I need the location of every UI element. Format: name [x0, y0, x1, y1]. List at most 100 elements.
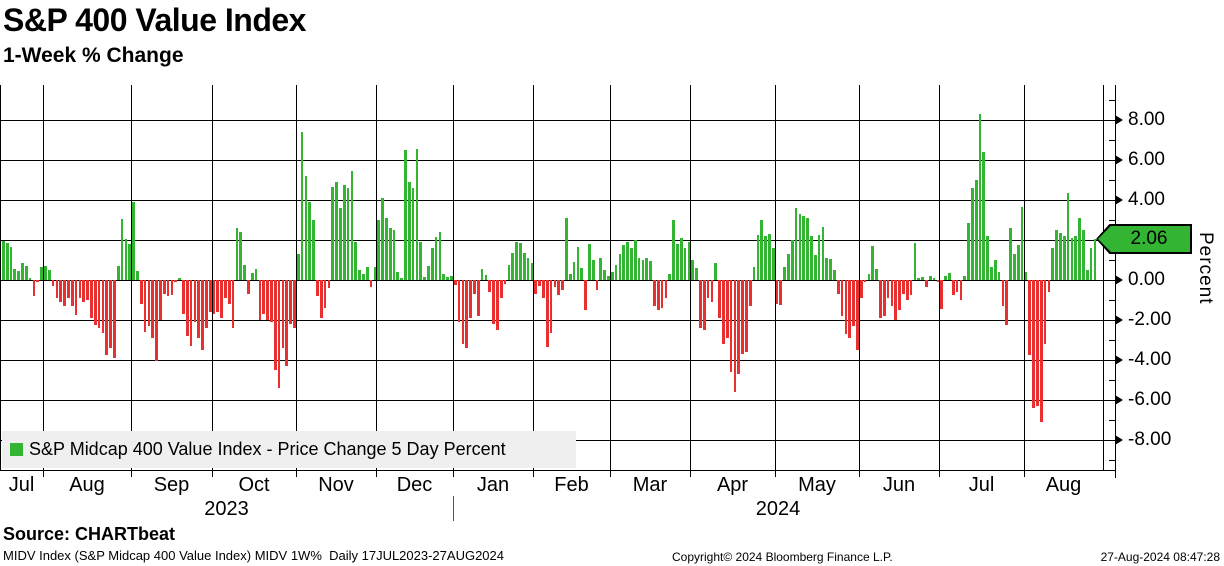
bar	[668, 274, 672, 280]
bar	[963, 276, 967, 280]
bar	[377, 220, 381, 280]
bar	[779, 280, 783, 305]
bar	[813, 255, 817, 280]
bar	[810, 236, 813, 280]
bar	[277, 280, 281, 388]
month-gridline	[859, 85, 860, 470]
y-tick-label: 0.00	[1128, 269, 1165, 290]
bar	[875, 269, 878, 280]
bar	[507, 265, 511, 280]
bar	[170, 280, 174, 295]
bar	[358, 270, 361, 280]
bar	[549, 280, 553, 333]
y-minor-tick	[1109, 260, 1116, 261]
legend[interactable]: S&P Midcap 400 Value Index - Price Chang…	[2, 431, 576, 468]
bar	[220, 280, 223, 318]
y-tick-label: 8.00	[1128, 109, 1165, 130]
bar	[350, 171, 354, 280]
bar	[829, 259, 832, 280]
bar	[545, 280, 549, 347]
bar	[1024, 272, 1028, 280]
y-minor-tick	[1109, 180, 1116, 181]
bar	[672, 220, 675, 280]
x-axis-tick	[690, 471, 691, 477]
bar	[542, 280, 545, 298]
bar	[254, 269, 258, 280]
bar	[825, 258, 829, 280]
bar	[385, 218, 388, 280]
bar	[538, 280, 541, 286]
chart-plot-area[interactable]	[0, 85, 1116, 470]
bar	[821, 227, 825, 280]
x-axis-tick	[43, 471, 44, 477]
bar	[679, 238, 683, 280]
x-axis-year-label: 2024	[755, 498, 801, 520]
bar	[392, 230, 396, 280]
x-axis-month-label: Apr	[716, 474, 749, 496]
bar	[898, 280, 901, 310]
bar	[756, 235, 760, 280]
month-gridline	[131, 85, 132, 470]
bar	[434, 237, 438, 280]
bar	[400, 278, 403, 280]
last-value-badge-text: 2.06	[1130, 228, 1168, 249]
bar	[139, 280, 143, 304]
month-gridline	[939, 85, 940, 470]
y-major-tick	[1103, 440, 1115, 441]
x-axis-month-label: Nov	[318, 474, 354, 496]
bar	[373, 267, 377, 280]
bar	[645, 258, 649, 280]
month-gridline	[533, 85, 534, 470]
x-axis-line	[0, 470, 1116, 471]
bar	[687, 242, 691, 280]
bar	[293, 280, 296, 328]
bar	[894, 280, 898, 320]
y-axis-title: Percent	[1195, 232, 1216, 305]
bar	[78, 280, 82, 298]
bar	[909, 280, 913, 295]
bar	[867, 274, 871, 280]
bar	[618, 254, 622, 280]
bar	[143, 280, 147, 332]
bar	[1093, 238, 1097, 280]
bar	[806, 218, 809, 280]
bar	[817, 235, 821, 280]
y-tick-arrow-icon	[1115, 395, 1123, 405]
bar	[948, 273, 951, 280]
x-axis-tick	[296, 471, 297, 477]
bar	[67, 280, 70, 298]
bar	[147, 280, 151, 326]
x-axis-month-label: Jul	[968, 474, 995, 496]
bar	[982, 152, 986, 280]
bar	[587, 244, 591, 280]
bar	[519, 243, 522, 280]
bar	[649, 261, 652, 280]
y-major-tick	[1103, 200, 1115, 201]
x-axis-month-label: Oct	[238, 474, 270, 496]
bar	[722, 280, 725, 344]
bar	[419, 242, 423, 280]
bar	[699, 280, 702, 328]
bar	[1047, 280, 1051, 292]
bar	[798, 214, 802, 280]
bar	[212, 280, 216, 314]
copyright-line: Copyright© 2024 Bloomberg Finance L.P.	[672, 550, 893, 564]
y-tick-arrow-icon	[1115, 435, 1123, 445]
bar	[1036, 280, 1039, 406]
bar	[415, 149, 419, 280]
bar	[936, 280, 940, 282]
bar	[561, 280, 564, 290]
month-gridline	[212, 85, 213, 470]
bar	[1020, 207, 1024, 280]
bar	[430, 248, 434, 280]
bar	[986, 236, 989, 280]
y-tick-label: 6.00	[1128, 149, 1165, 170]
bar	[446, 277, 449, 280]
bar	[250, 273, 254, 280]
month-gridline	[610, 85, 611, 470]
bar	[902, 280, 905, 294]
bar	[365, 267, 369, 280]
bar	[354, 242, 358, 280]
bar	[63, 280, 66, 306]
y-tick-arrow-icon	[1115, 115, 1123, 125]
